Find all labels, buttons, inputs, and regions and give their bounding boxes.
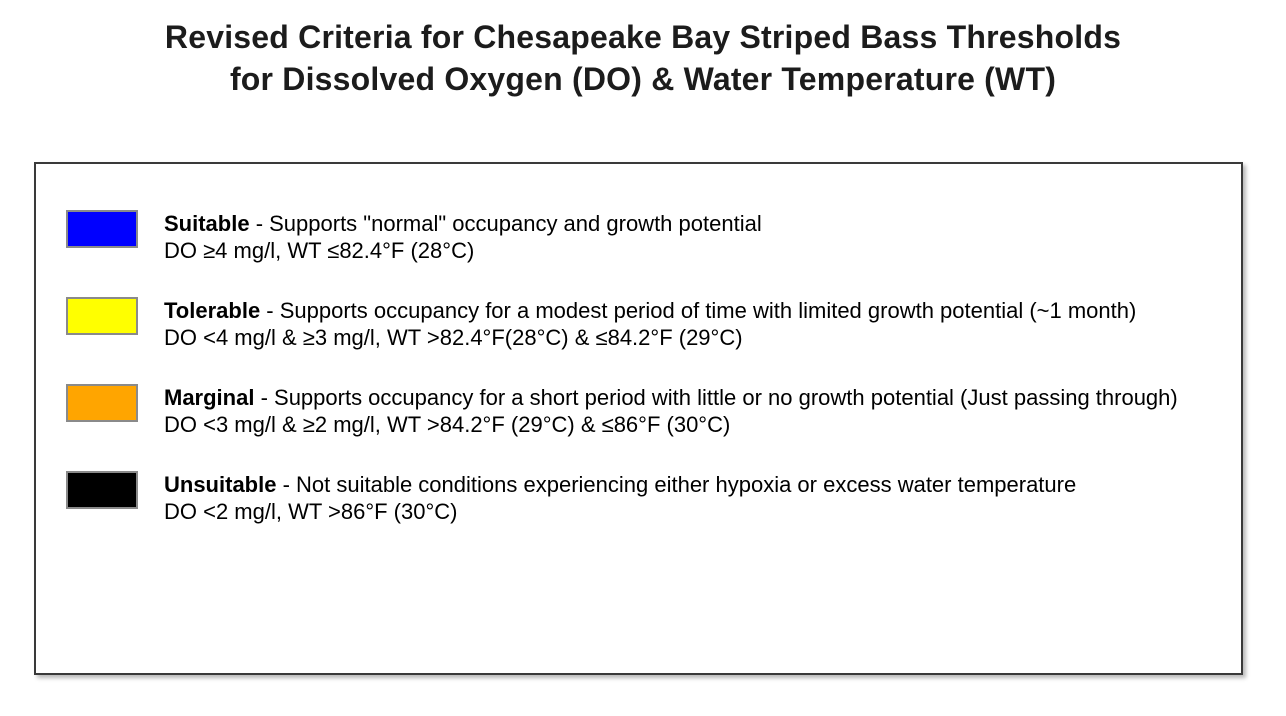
marginal-text-block: Marginal - Supports occupancy for a shor… — [164, 384, 1222, 438]
marginal-description: Marginal - Supports occupancy for a shor… — [164, 384, 1222, 411]
page-title: Revised Criteria for Chesapeake Bay Stri… — [0, 16, 1286, 100]
tolerable-label: Tolerable — [164, 298, 261, 323]
marginal-color-swatch — [66, 384, 138, 422]
marginal-criteria: DO <3 mg/l & ≥2 mg/l, WT >84.2°F (29°C) … — [164, 412, 731, 437]
suitable-text-block: Suitable - Supports "normal" occupancy a… — [164, 210, 1222, 264]
unsuitable-label: Unsuitable — [164, 472, 277, 497]
unsuitable-description: Unsuitable - Not suitable conditions exp… — [164, 471, 1222, 498]
tolerable-color-swatch — [66, 297, 138, 335]
legend-item-unsuitable: Unsuitable - Not suitable conditions exp… — [66, 471, 1241, 525]
legend-box: Suitable - Supports "normal" occupancy a… — [34, 162, 1243, 675]
page-title-line-2: for Dissolved Oxygen (DO) & Water Temper… — [229, 61, 1057, 97]
page-title-line-1: Revised Criteria for Chesapeake Bay Stri… — [164, 19, 1122, 55]
suitable-description-rest: - Supports "normal" occupancy and growth… — [249, 211, 762, 236]
legend-item-suitable: Suitable - Supports "normal" occupancy a… — [66, 210, 1241, 264]
suitable-label: Suitable — [164, 211, 250, 236]
suitable-color-swatch — [66, 210, 138, 248]
unsuitable-color-swatch — [66, 471, 138, 509]
tolerable-description-rest: - Supports occupancy for a modest period… — [260, 298, 1137, 323]
tolerable-criteria: DO <4 mg/l & ≥3 mg/l, WT >82.4°F(28°C) &… — [164, 325, 743, 350]
unsuitable-description-rest: - Not suitable conditions experiencing e… — [276, 472, 1077, 497]
marginal-description-rest: - Supports occupancy for a short period … — [254, 385, 1178, 410]
tolerable-description: Tolerable - Supports occupancy for a mod… — [164, 297, 1222, 324]
marginal-label: Marginal — [164, 385, 255, 410]
suitable-description: Suitable - Supports "normal" occupancy a… — [164, 210, 1222, 237]
tolerable-text-block: Tolerable - Supports occupancy for a mod… — [164, 297, 1222, 351]
legend-item-marginal: Marginal - Supports occupancy for a shor… — [66, 384, 1241, 438]
suitable-criteria: DO ≥4 mg/l, WT ≤82.4°F (28°C) — [164, 238, 475, 263]
unsuitable-criteria: DO <2 mg/l, WT >86°F (30°C) — [164, 499, 458, 524]
legend-item-tolerable: Tolerable - Supports occupancy for a mod… — [66, 297, 1241, 351]
unsuitable-text-block: Unsuitable - Not suitable conditions exp… — [164, 471, 1222, 525]
